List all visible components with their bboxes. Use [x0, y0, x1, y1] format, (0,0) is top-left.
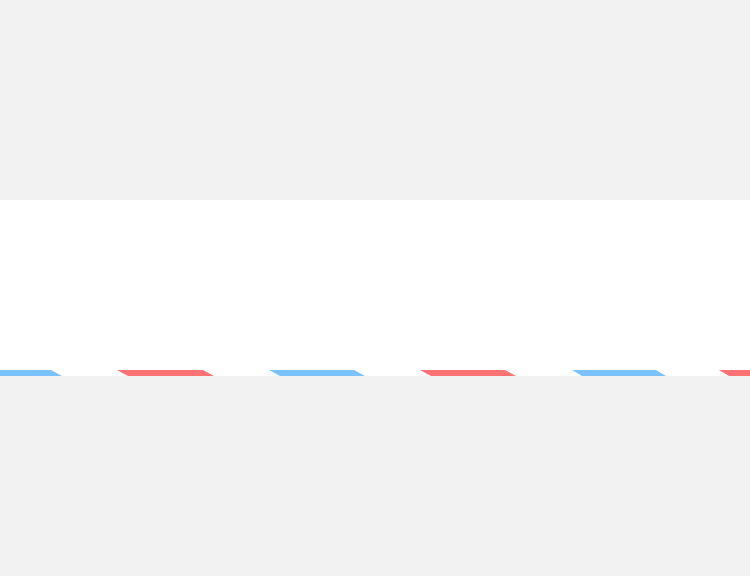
stripe-red-2 — [117, 370, 214, 376]
stripe-blue-1 — [0, 370, 62, 376]
airmail-stripe-border — [0, 370, 750, 376]
stripe-blue-3 — [269, 370, 365, 376]
stripe-blue-5 — [572, 370, 666, 376]
stripe-red-4 — [420, 370, 516, 376]
envelope-panel — [0, 200, 750, 376]
stripe-red-6 — [719, 370, 750, 376]
